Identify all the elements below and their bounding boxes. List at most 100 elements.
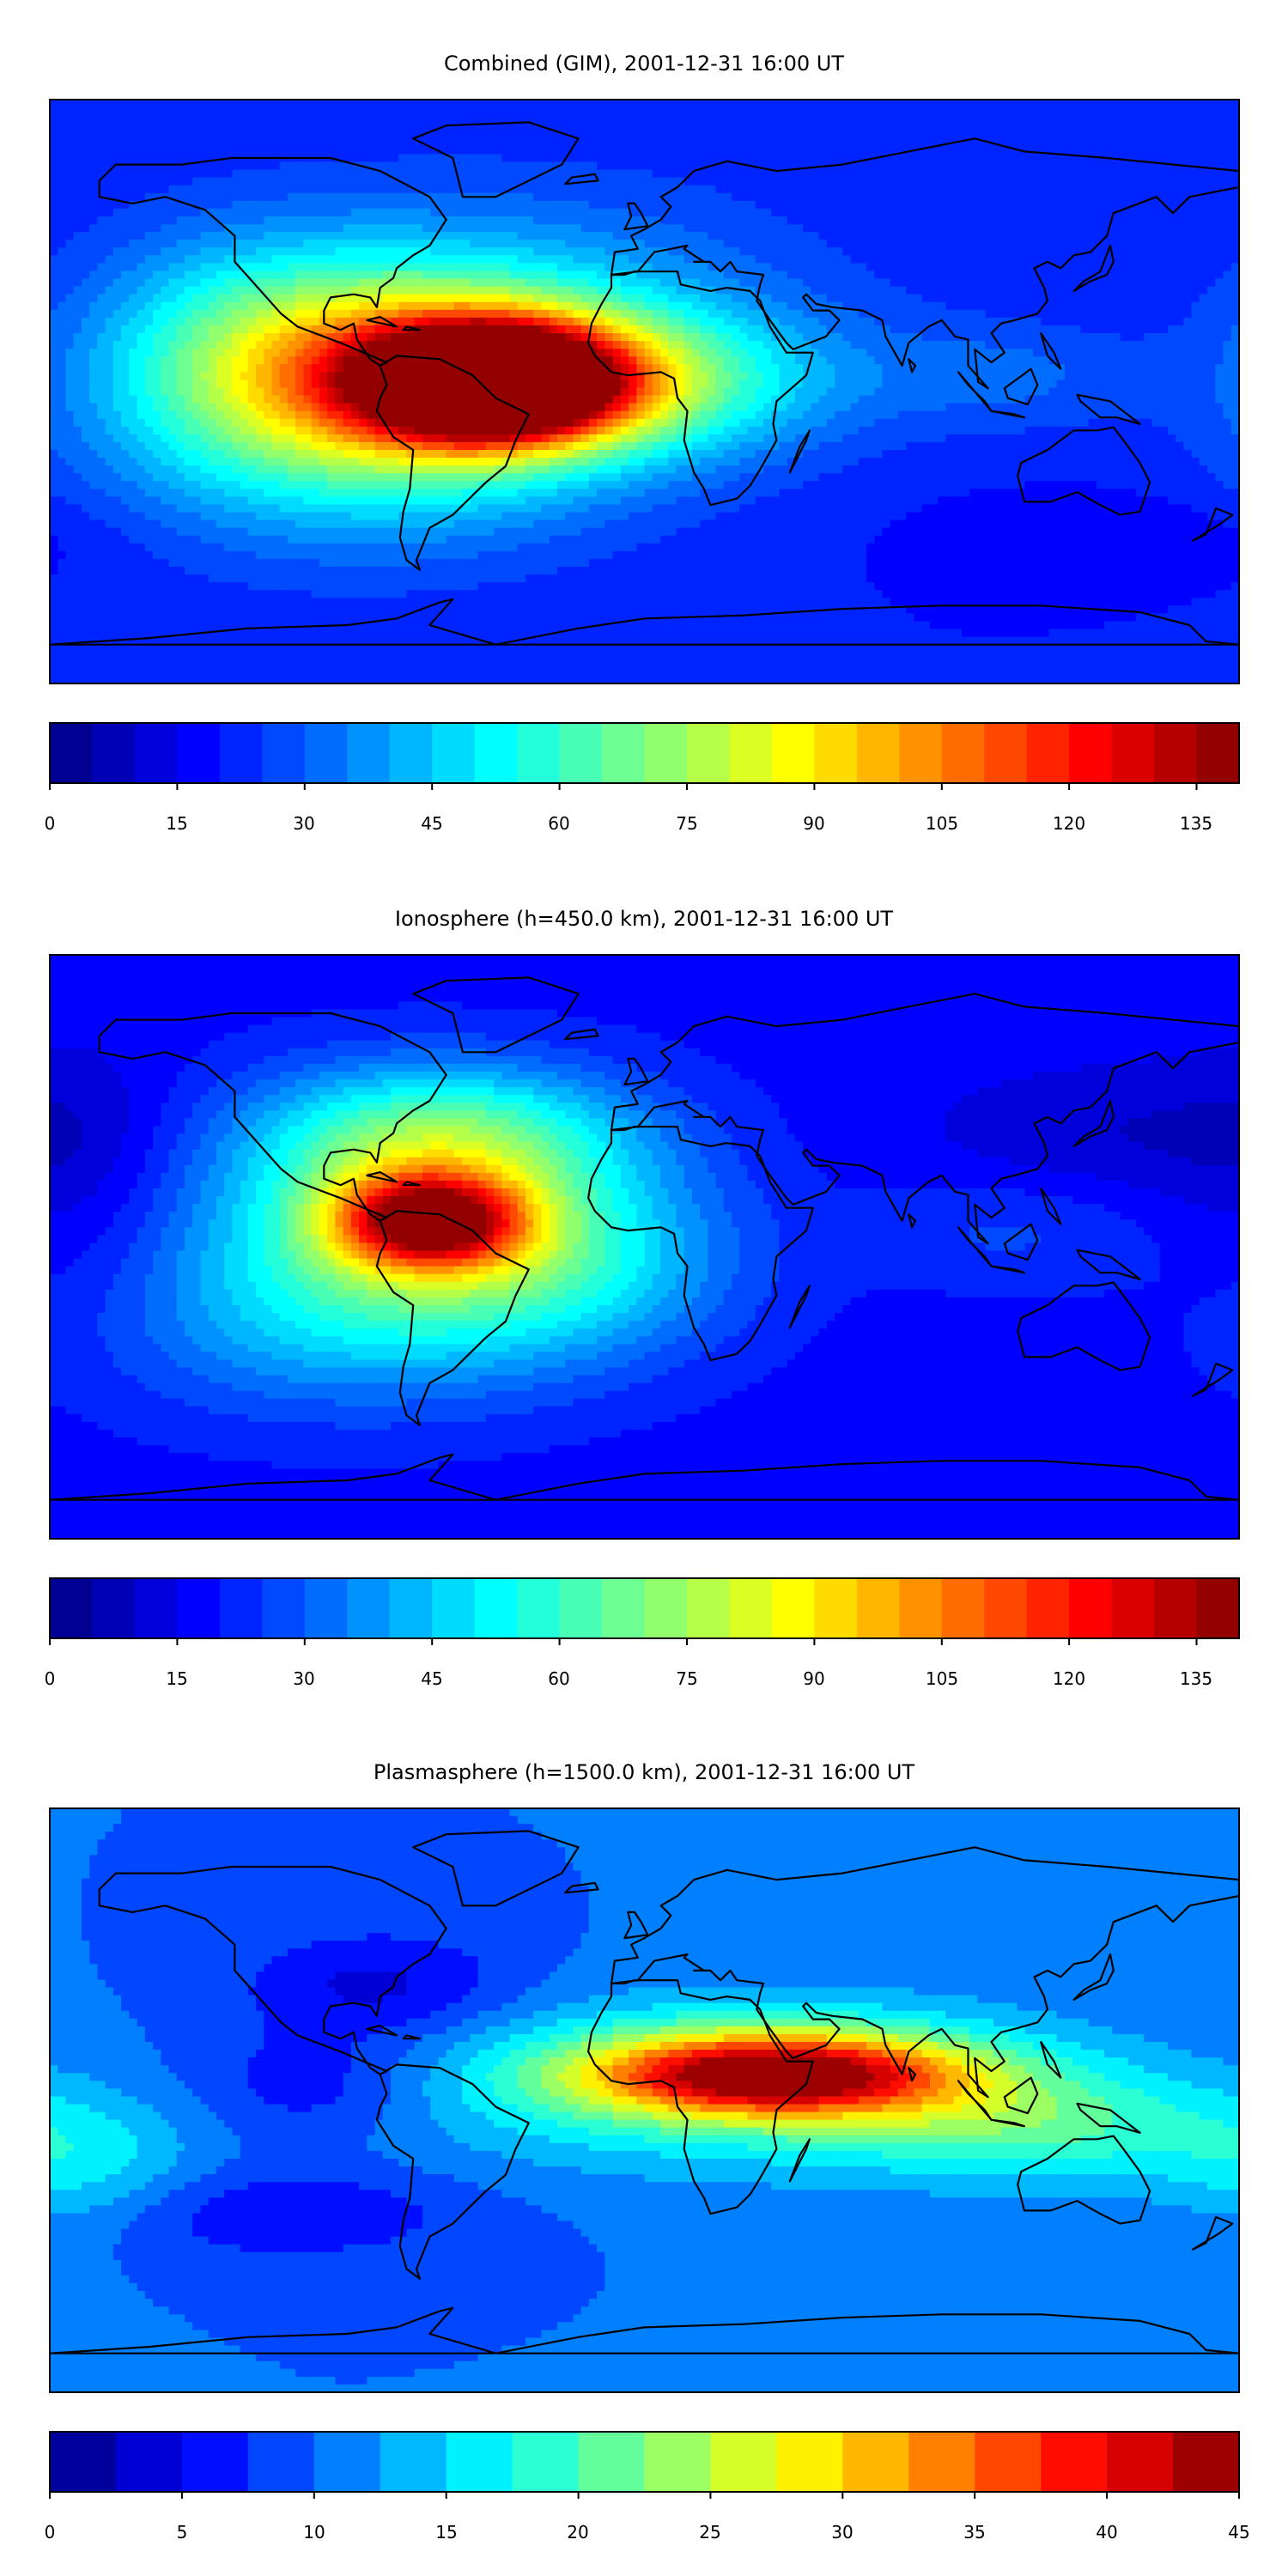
heatmap-cell: [739, 325, 749, 334]
heatmap-cell: [1167, 232, 1176, 240]
heatmap-cell: [985, 317, 994, 326]
heatmap-cell: [811, 270, 820, 280]
heatmap-cell: [462, 185, 471, 194]
heatmap-cell: [391, 255, 399, 264]
heatmap-cell: [850, 169, 860, 179]
heatmap-cell: [192, 286, 202, 295]
heatmap-cell: [597, 192, 605, 202]
heatmap-cell: [723, 131, 732, 139]
heatmap-cell: [533, 216, 543, 225]
heatmap-cell: [1096, 138, 1105, 147]
heatmap-cell: [247, 123, 257, 131]
heatmap-cell: [184, 294, 193, 303]
heatmap-cell: [1183, 294, 1193, 303]
heatmap-cell: [683, 169, 693, 179]
heatmap-cell: [350, 208, 360, 217]
heatmap-cell: [787, 146, 796, 155]
heatmap-cell: [501, 192, 511, 202]
heatmap-cell: [129, 123, 138, 131]
heatmap-cell: [1001, 341, 1010, 349]
heatmap-cell: [208, 107, 217, 116]
heatmap-cell: [700, 247, 708, 256]
heatmap-cell: [914, 247, 923, 256]
heatmap-cell: [208, 247, 217, 256]
heatmap-cell: [73, 224, 82, 233]
heatmap-cell: [391, 192, 399, 202]
heatmap-cell: [470, 294, 479, 303]
heatmap-cell: [271, 341, 281, 349]
heatmap-cell: [391, 177, 399, 186]
heatmap-cell: [850, 208, 860, 217]
heatmap-cell: [1135, 333, 1145, 342]
heatmap-cell: [50, 161, 58, 171]
heatmap-cell: [1032, 146, 1042, 155]
heatmap-cell: [311, 161, 320, 171]
heatmap-cell: [771, 309, 781, 319]
heatmap-cell: [732, 263, 740, 272]
heatmap-cell: [303, 192, 313, 202]
heatmap-cell: [208, 309, 217, 319]
heatmap-cell: [58, 309, 67, 319]
heatmap-cell: [549, 169, 558, 179]
heatmap-cell: [683, 161, 693, 171]
heatmap-cell: [629, 294, 637, 303]
heatmap-cell: [1017, 154, 1026, 163]
heatmap-cell: [1167, 154, 1176, 163]
heatmap-cell: [1056, 146, 1066, 155]
heatmap-cell: [50, 301, 58, 311]
heatmap-cell: [763, 309, 772, 319]
heatmap-cell: [367, 301, 376, 311]
heatmap-cell: [874, 115, 884, 124]
heatmap-cell: [208, 317, 217, 326]
heatmap-cell: [921, 232, 931, 240]
heatmap-cell: [526, 161, 534, 171]
heatmap-cell: [668, 232, 677, 240]
heatmap-cell: [453, 107, 463, 116]
heatmap-cell: [343, 317, 352, 326]
heatmap-cell: [605, 161, 614, 171]
heatmap-cell: [636, 294, 646, 303]
heatmap-cell: [739, 185, 749, 194]
heatmap-cell: [256, 294, 264, 303]
heatmap-cell: [129, 131, 138, 139]
heatmap-cell: [494, 317, 502, 326]
heatmap-cell: [1151, 270, 1161, 280]
heatmap-cell: [612, 333, 622, 342]
heatmap-cell: [343, 255, 352, 264]
heatmap-cell: [1151, 263, 1161, 272]
heatmap-cell: [446, 224, 455, 233]
heatmap-cell: [1120, 123, 1129, 131]
heatmap-cell: [668, 177, 677, 186]
heatmap-cell: [882, 200, 891, 210]
heatmap-cell: [1199, 255, 1208, 264]
heatmap-cell: [549, 286, 558, 295]
heatmap-cell: [422, 255, 431, 264]
heatmap-cell: [168, 247, 178, 256]
heatmap-cell: [350, 138, 360, 147]
heatmap-cell: [1112, 200, 1121, 210]
heatmap-cell: [779, 208, 788, 217]
heatmap-cell: [1088, 294, 1097, 303]
heatmap-cell: [288, 216, 296, 225]
heatmap-cell: [494, 115, 502, 124]
heatmap-cell: [1017, 208, 1026, 217]
heatmap-cell: [969, 333, 978, 342]
heatmap-cell: [897, 317, 907, 326]
heatmap-cell: [644, 240, 653, 248]
heatmap-cell: [787, 185, 796, 194]
heatmap-cell: [541, 224, 550, 233]
heatmap-cell: [700, 301, 708, 311]
heatmap-cell: [509, 286, 519, 295]
heatmap-cell: [224, 161, 233, 171]
heatmap-cell: [676, 286, 685, 295]
heatmap-cell: [398, 301, 408, 311]
heatmap-cell: [882, 131, 891, 139]
heatmap-cell: [288, 294, 296, 303]
heatmap-cell: [842, 224, 852, 233]
heatmap-cell: [588, 333, 598, 342]
heatmap-cell: [605, 208, 614, 217]
heatmap-cell: [1167, 138, 1176, 147]
heatmap-cell: [953, 301, 963, 311]
heatmap-cell: [453, 138, 463, 147]
heatmap-cell: [921, 192, 931, 202]
